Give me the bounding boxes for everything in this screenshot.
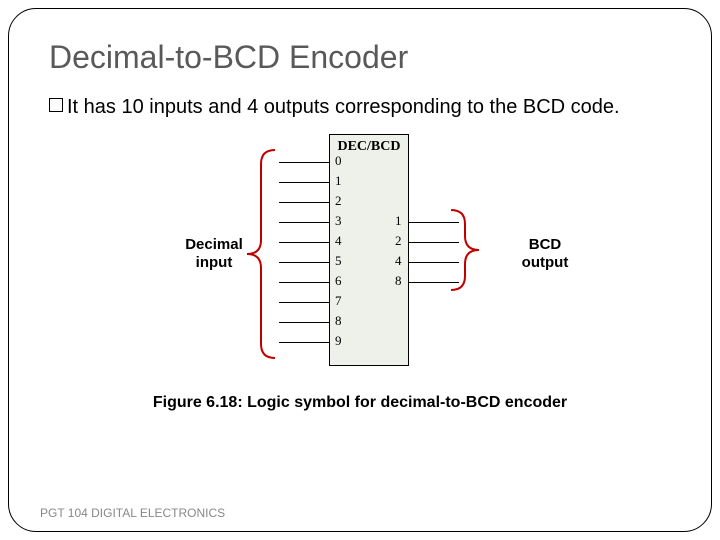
bcd-output-label-text: BCDoutput (522, 236, 569, 271)
input-pin-label: 1 (335, 173, 342, 189)
slide-title: Decimal-to-BCD Encoder (49, 39, 671, 76)
chip-label: DEC/BCD (330, 139, 408, 155)
input-pin-label: 5 (335, 253, 342, 269)
encoder-diagram: DEC/BCD Decimalinput BCDoutput 0 1 2 3 4 5 6 7 8… (49, 128, 671, 388)
output-wire (409, 262, 459, 263)
input-pin-label: 3 (335, 213, 342, 229)
decimal-input-label: Decimalinput (179, 236, 249, 272)
input-pin-label: 9 (335, 333, 342, 349)
bullet-marker (49, 98, 63, 112)
input-pin-label: 8 (335, 313, 342, 329)
input-wire (279, 322, 329, 323)
input-wire (279, 202, 329, 203)
figure-caption: Figure 6.18: Logic symbol for decimal-to… (49, 394, 671, 412)
input-pin-label: 0 (335, 153, 342, 169)
output-pin-label: 4 (395, 253, 402, 269)
input-wire (279, 262, 329, 263)
input-wire (279, 182, 329, 183)
slide-frame: Decimal-to-BCD Encoder It has 10 inputs … (8, 8, 712, 532)
slide-footer: PGT 104 DIGITAL ELECTRONICS (40, 506, 225, 520)
bullet-text: It has 10 inputs and 4 outputs correspon… (67, 94, 620, 120)
input-pin-label: 7 (335, 293, 342, 309)
input-wire (279, 282, 329, 283)
output-pin-label: 2 (395, 233, 402, 249)
output-pin-label: 1 (395, 213, 402, 229)
input-wire (279, 302, 329, 303)
output-wire (409, 282, 459, 283)
output-pin-label: 8 (395, 273, 402, 289)
decimal-input-label-text: Decimalinput (185, 236, 243, 271)
input-pin-label: 6 (335, 273, 342, 289)
bcd-output-label: BCDoutput (515, 236, 575, 272)
input-wire (279, 162, 329, 163)
output-wire (409, 222, 459, 223)
input-pin-label: 2 (335, 193, 342, 209)
input-wire (279, 342, 329, 343)
input-pin-label: 4 (335, 233, 342, 249)
bullet-row: It has 10 inputs and 4 outputs correspon… (49, 94, 671, 120)
output-wire (409, 242, 459, 243)
input-wire (279, 242, 329, 243)
input-wire (279, 222, 329, 223)
